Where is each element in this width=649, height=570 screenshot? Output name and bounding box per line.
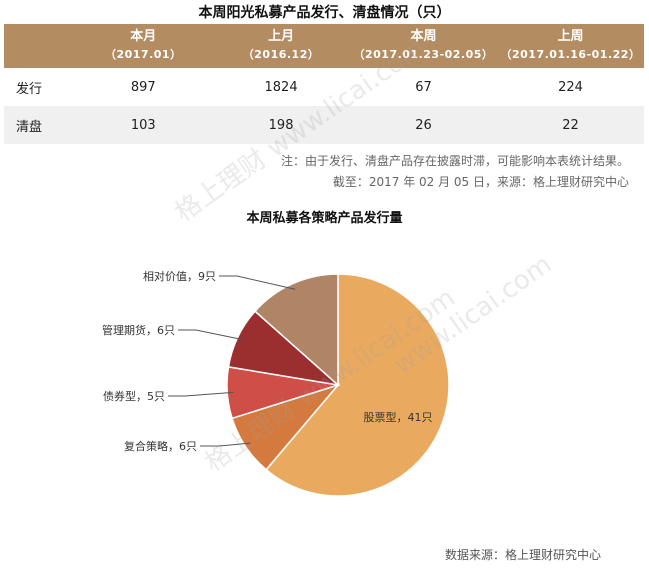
- row-label: 清盘: [4, 106, 75, 144]
- pie-slices: [226, 273, 450, 497]
- table-header-row: 本月 （2017.01） 上月 （2016.12） 本周 （2017.01.23…: [4, 24, 644, 68]
- table-row: 发行 897 1824 67 224: [4, 68, 644, 106]
- header-this-month: 本月 （2017.01）: [74, 24, 213, 68]
- disclosure-note: 注：由于发行、清盘产品存在披露时滞，可能影响本表统计结果。: [280, 154, 629, 168]
- header-this-week: 本周 （2017.01.23-02.05）: [349, 24, 497, 68]
- header-label: 上周: [557, 29, 584, 44]
- header-label: 本月: [130, 29, 157, 44]
- slice-label: 复合策略，6只: [124, 439, 197, 453]
- header-blank: [4, 24, 75, 68]
- table-row: 清盘 103 198 26 22: [4, 106, 644, 144]
- slice-leader-line: [178, 329, 244, 341]
- table-cell: 103: [74, 106, 213, 144]
- slice-label: 相对价值，9只: [143, 269, 216, 283]
- header-last-week: 上周 （2017.01.16-01.22）: [496, 24, 644, 68]
- table-title: 本周阳光私募产品发行、清盘情况（只）: [198, 5, 451, 21]
- slice-leader-line: [219, 275, 296, 290]
- pie-slice: [265, 273, 450, 497]
- header-sub: （2017.01.16-01.22）: [500, 48, 641, 61]
- header-sub: （2017.01）: [104, 48, 182, 61]
- header-sub: （2016.12）: [242, 48, 320, 61]
- table-cell: 224: [496, 68, 644, 106]
- row-label: 发行: [4, 68, 75, 106]
- issuance-table: 本月 （2017.01） 上月 （2016.12） 本周 （2017.01.23…: [4, 24, 644, 144]
- data-source: 数据来源：格上理财研究中心: [444, 548, 601, 562]
- header-label: 上月: [268, 29, 295, 44]
- table-cell: 26: [349, 106, 497, 144]
- table-cell: 1824: [212, 68, 350, 106]
- table-cell: 22: [496, 106, 644, 144]
- slice-label: 股票型，41只: [364, 410, 433, 424]
- slice-leader-line: [168, 391, 234, 397]
- table-cell: 67: [349, 68, 497, 106]
- slice-leader-line: [200, 442, 251, 447]
- table-cell: 198: [212, 106, 350, 144]
- header-last-month: 上月 （2016.12）: [212, 24, 350, 68]
- table-cell: 897: [74, 68, 213, 106]
- header-sub: （2017.01.23-02.05）: [353, 48, 494, 61]
- date-source-note: 截至：2017 年 02 月 05 日，来源：格上理财研究中心: [332, 175, 629, 189]
- pie-slice: [253, 273, 339, 387]
- chart-title: 本周私募各策略产品发行量: [246, 211, 403, 226]
- slice-label: 债券型，5只: [103, 389, 165, 403]
- header-label: 本周: [410, 29, 437, 44]
- slice-label: 管理期货，6只: [102, 323, 175, 337]
